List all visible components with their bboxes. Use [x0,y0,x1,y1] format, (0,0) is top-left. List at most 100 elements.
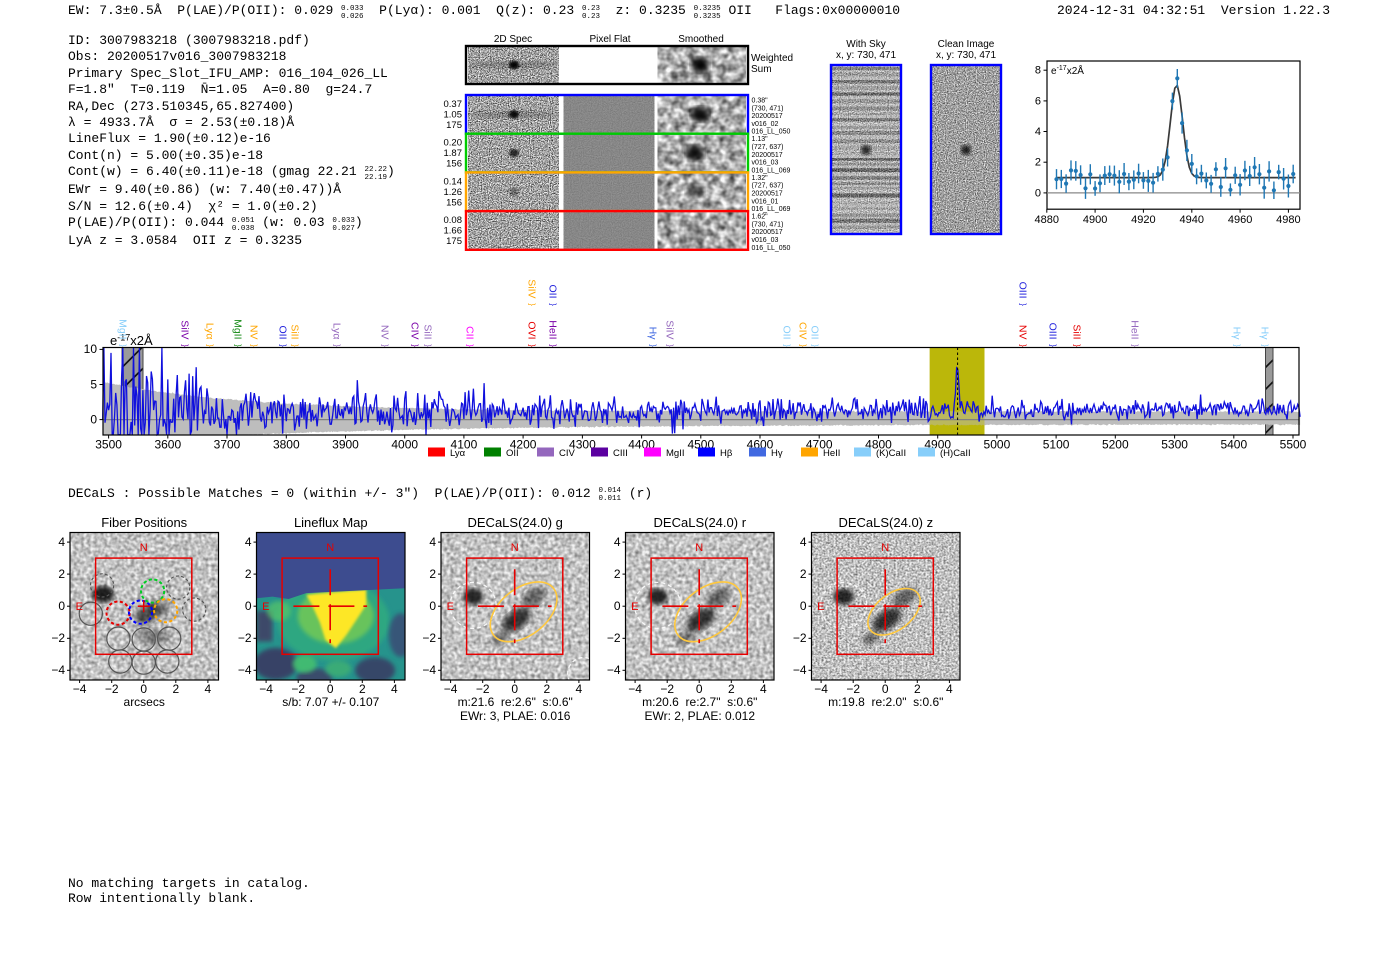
svg-text:v016_01: v016_01 [752,198,779,205]
svg-text:OII: OII [277,325,289,339]
svg-text:2: 2 [914,682,921,696]
svg-text:OII: OII [506,448,519,459]
svg-text:}: } [381,344,391,347]
svg-text:v016_03: v016_03 [752,160,779,167]
svg-text:}: } [1233,344,1243,347]
svg-text:4960: 4960 [1228,214,1252,226]
svg-text:4: 4 [205,682,212,696]
svg-text:1.26: 1.26 [444,187,463,198]
svg-text:4: 4 [760,682,767,696]
svg-text:}: } [666,344,676,347]
svg-text:SiIV: SiIV [526,279,538,298]
svg-text:1.66: 1.66 [444,226,463,237]
svg-text:175: 175 [446,120,462,131]
svg-text:CII: CII [464,326,476,339]
svg-text:016_LL_050: 016_LL_050 [752,245,791,252]
svg-text:x, y: 730, 471: x, y: 730, 471 [936,50,996,61]
svg-text:MgII: MgII [666,448,684,459]
svg-text:OII: OII [547,284,559,298]
svg-text:4000: 4000 [391,438,418,452]
svg-text:Smoothed: Smoothed [678,34,724,45]
svg-text:m:19.8 re:2.0" s:0.6": m:19.8 re:2.0" s:0.6" [828,695,943,709]
svg-text:x, y: 730, 471: x, y: 730, 471 [836,50,896,61]
svg-text:m:20.6 re:2.7" s:0.6": m:20.6 re:2.7" s:0.6" [642,695,757,709]
svg-text:Clean Image: Clean Image [938,39,995,50]
svg-text:4920: 4920 [1131,214,1155,226]
svg-text:NV: NV [1017,325,1029,340]
svg-text:SiIV: SiIV [179,320,191,339]
svg-text:HeII: HeII [823,448,840,459]
svg-text:4: 4 [576,682,583,696]
svg-text:}: } [279,344,289,347]
svg-text:E: E [447,601,454,613]
svg-text:}: } [181,344,191,347]
svg-text:156: 156 [446,197,462,208]
svg-text:N: N [695,542,703,554]
svg-text:3800: 3800 [273,438,300,452]
svg-text:5000: 5000 [984,438,1011,452]
svg-text:}: } [250,344,260,347]
svg-text:MgII: MgII [117,319,129,339]
svg-text:0: 0 [882,682,889,696]
svg-text:OII: OII [781,325,793,339]
svg-text:Fiber Positions: Fiber Positions [101,515,187,530]
svg-text:}: } [234,344,244,347]
svg-text:−4: −4 [422,663,436,677]
svg-text:0: 0 [429,599,436,613]
svg-text:}: } [411,344,421,347]
svg-text:Hγ: Hγ [1231,327,1243,341]
svg-text:0.20: 0.20 [444,138,463,149]
svg-text:}: } [811,344,821,347]
svg-text:}: } [1073,344,1083,347]
svg-text:−4: −4 [628,682,642,696]
svg-text:}: } [119,344,129,347]
svg-text:2: 2 [543,682,550,696]
svg-text:2: 2 [728,682,735,696]
svg-text:OVI: OVI [526,321,538,339]
svg-text:5: 5 [90,377,97,391]
svg-text:4200: 4200 [510,438,537,452]
svg-text:(727, 637): (727, 637) [752,144,784,151]
svg-text:Hγ: Hγ [647,327,659,341]
svg-text:6: 6 [1035,95,1041,107]
svg-text:3500: 3500 [95,438,122,452]
svg-text:4100: 4100 [451,438,478,452]
svg-text:0: 0 [90,412,97,426]
svg-text:}: } [1019,344,1029,347]
svg-text:4980: 4980 [1276,214,1300,226]
svg-text:2: 2 [429,567,436,581]
svg-text:5100: 5100 [1043,438,1070,452]
svg-text:2: 2 [800,567,807,581]
svg-text:−4: −4 [444,682,458,696]
svg-text:0.37: 0.37 [444,99,463,110]
svg-text:4: 4 [58,535,65,549]
svg-text:−2: −2 [660,682,674,696]
svg-text:0.38": 0.38" [752,98,769,105]
svg-text:}: } [424,344,434,347]
svg-text:}: } [549,303,559,306]
svg-text:DECaLS(24.0) r: DECaLS(24.0) r [654,515,747,530]
svg-text:DECaLS(24.0) z: DECaLS(24.0) z [838,515,933,530]
svg-text:s/b: 7.07 +/- 0.107: s/b: 7.07 +/- 0.107 [282,695,379,709]
svg-text:0: 0 [511,682,518,696]
svg-text:0: 0 [58,599,65,613]
svg-text:E: E [631,601,638,613]
svg-text:OII: OII [809,325,821,339]
svg-text:}: } [1019,303,1029,306]
svg-text:2: 2 [1035,157,1041,169]
svg-text:−2: −2 [846,682,860,696]
svg-text:0: 0 [696,682,703,696]
svg-text:v016_03: v016_03 [752,237,779,244]
svg-text:175: 175 [446,236,462,247]
svg-text:−2: −2 [291,682,305,696]
svg-text:CIV: CIV [797,322,809,340]
svg-text:Lyα: Lyα [450,448,466,459]
svg-text:CIV: CIV [409,322,421,340]
svg-text:NV: NV [248,325,260,340]
svg-text:−4: −4 [814,682,828,696]
svg-text:N: N [140,542,148,554]
svg-text:0.14: 0.14 [444,176,463,187]
svg-text:016_LL_050: 016_LL_050 [752,129,791,136]
svg-text:−4: −4 [259,682,273,696]
svg-text:4940: 4940 [1180,214,1204,226]
